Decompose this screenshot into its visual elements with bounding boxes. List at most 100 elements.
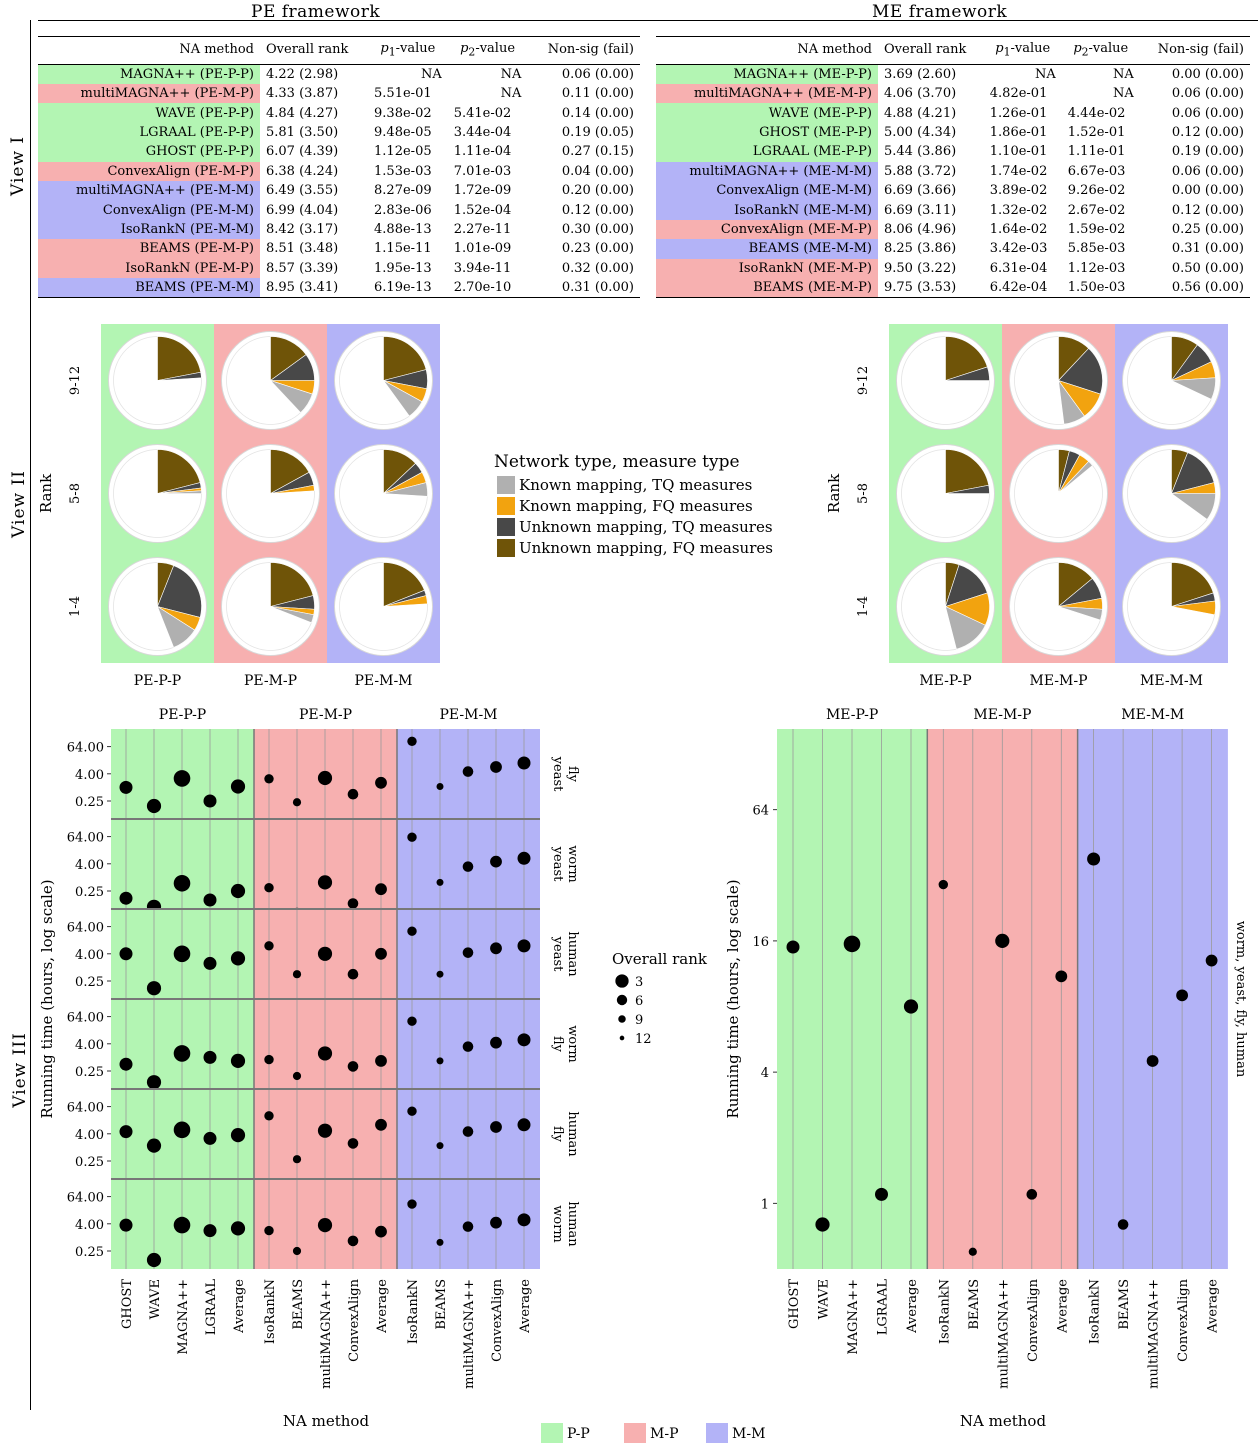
pe-data-point xyxy=(436,1142,444,1150)
pe-data-point xyxy=(317,875,333,890)
overall-rank-cell: 5.44 (3.86) xyxy=(884,144,957,160)
pe-pie-pie-slice xyxy=(383,336,427,381)
nonsig-cell: 0.25 (0.00) xyxy=(1171,221,1244,237)
pe-method-tick-label: Average xyxy=(518,1279,533,1334)
me-method-tick-label: MAGNA++ xyxy=(846,1279,861,1355)
p1-cell: 8.27e-09 xyxy=(374,183,432,199)
col-p1: p1-value xyxy=(983,38,1062,65)
nonsig-cell: 0.50 (0.00) xyxy=(1171,260,1244,276)
method-cell: BEAMS (PE-M-P) xyxy=(38,239,260,259)
pie-legend-swatch xyxy=(497,539,515,557)
method-cell: MAGNA++ (PE-P-P) xyxy=(38,64,260,84)
pe-method-tick-label: Average xyxy=(232,1279,247,1334)
pe-data-point xyxy=(146,1075,162,1090)
pe-data-point xyxy=(203,956,217,970)
me-method-tick-label: Average xyxy=(1206,1279,1221,1334)
me-method-tick-label: BEAMS xyxy=(1117,1279,1132,1330)
p2-cell: 1.72e-09 xyxy=(453,183,512,199)
overall-rank-cell: 8.25 (3.86) xyxy=(884,241,957,257)
me-method-tick-label: ConvexAlign xyxy=(1026,1278,1041,1362)
pe-method-tick-label: ConvexAlign xyxy=(490,1278,505,1362)
me-data-point xyxy=(815,1217,830,1232)
nonsig-cell: 0.11 (0.00) xyxy=(561,86,634,102)
pe-y-tick-label: 64.00 xyxy=(67,1011,104,1026)
me-pie-row-label: 9-12 xyxy=(856,366,871,395)
pe-data-point xyxy=(203,893,217,907)
nonsig-cell: 0.12 (0.00) xyxy=(1171,202,1244,218)
me-data-point xyxy=(1087,852,1101,866)
me-method-tick-label: GHOST xyxy=(787,1279,802,1329)
title-divider xyxy=(38,20,1258,21)
col-p2: p2-value xyxy=(1061,38,1140,65)
me-method-tick-label: LGRAAL xyxy=(876,1279,891,1336)
me-table-row: IsoRankN (ME-M-M) 6.69 (3.11) 1.32e-02 2.67… xyxy=(656,200,1250,220)
overall-rank-cell: 6.07 (4.39) xyxy=(266,144,339,160)
p1-cell: NA xyxy=(1035,66,1056,82)
pe-data-point xyxy=(173,1121,191,1139)
nonsig-cell: 0.12 (0.00) xyxy=(1171,124,1244,140)
pe-data-point xyxy=(230,779,246,794)
me-table-row: GHOST (ME-P-P) 5.00 (4.34) 1.86e-01 1.52e-0… xyxy=(656,122,1250,143)
pe-data-point xyxy=(462,1126,474,1137)
me-table-row: ConvexAlign (ME-M-M) 6.69 (3.66) 3.89e-02 9… xyxy=(656,180,1250,201)
method-cell: ConvexAlign (ME-M-M) xyxy=(656,180,878,201)
me-method-tick-label: ConvexAlign xyxy=(1176,1278,1191,1362)
pe-data-point xyxy=(436,878,444,886)
pe-table-row: BEAMS (PE-M-P) 8.51 (3.48) 1.15e-11 1.01e-0… xyxy=(38,239,640,259)
pe-data-point xyxy=(264,882,274,893)
pe-data-point xyxy=(517,1118,531,1132)
pe-table-row: MAGNA++ (PE-P-P) 4.22 (2.98) NA NA 0.06 (0.0… xyxy=(38,64,640,84)
pe-facet-panel xyxy=(254,819,397,909)
pe-data-point xyxy=(264,1111,274,1121)
pe-data-point xyxy=(173,874,191,892)
pe-method-tick-label: multiMAGNA++ xyxy=(319,1279,334,1389)
pe-method-tick-label: BEAMS xyxy=(434,1279,449,1330)
pe-pie-pie-slice xyxy=(270,380,313,413)
pe-data-point xyxy=(490,1216,502,1229)
method-cell: IsoRankN (ME-M-P) xyxy=(656,258,878,278)
p1-cell: 4.82e-01 xyxy=(989,86,1048,102)
group-legend-swatch xyxy=(624,1423,646,1443)
pe-data-point xyxy=(146,1138,162,1153)
pe-data-point xyxy=(173,1045,191,1062)
overall-rank-cell: 6.99 (4.04) xyxy=(266,202,339,218)
p1-cell: 3.42e-03 xyxy=(989,241,1048,257)
p1-cell: 1.86e-01 xyxy=(989,124,1048,140)
me-pie-column-label: ME-M-P xyxy=(1029,673,1087,689)
pe-data-point xyxy=(317,946,333,961)
me-pie-pie-slice xyxy=(1058,380,1085,425)
pe-table-row: IsoRankN (PE-M-M) 8.42 (3.17) 4.88e-13 2.27… xyxy=(38,219,640,240)
me-pie-row-label: 5-8 xyxy=(856,483,871,504)
overall-rank-cell: 8.51 (3.48) xyxy=(266,241,339,257)
pe-data-point xyxy=(407,1016,417,1026)
pe-table-row: multiMAGNA++ (PE-M-M) 6.49 (3.55) 8.27e-09… xyxy=(38,180,640,201)
pe-pie-pie-slice xyxy=(270,606,315,624)
pe-data-point xyxy=(462,861,474,872)
pe-pie-pie-slice xyxy=(157,336,202,381)
nonsig-cell: 0.32 (0.00) xyxy=(561,260,634,276)
method-cell: IsoRankN (PE-M-M) xyxy=(38,219,260,240)
me-data-point xyxy=(1026,1189,1038,1200)
pe-x-axis-label: NA method xyxy=(283,1412,370,1430)
pe-data-point xyxy=(462,1221,474,1232)
pe-facet-strip-label: fly xyxy=(550,1036,565,1053)
size-legend-dot xyxy=(618,1015,626,1023)
pe-data-point xyxy=(119,947,133,961)
me-y-tick-label: 16 xyxy=(752,935,769,950)
pe-y-tick-label: 0.25 xyxy=(75,1155,104,1170)
pe-pie-pie-slice xyxy=(270,562,314,607)
me-y-tick-label: 64 xyxy=(752,804,769,819)
nonsig-cell: 0.30 (0.00) xyxy=(561,221,634,237)
me-pie-row-label: 1-4 xyxy=(856,596,871,617)
pe-data-point xyxy=(317,1123,333,1138)
me-facet-strip-label: worm, yeast, fly, human xyxy=(1233,921,1248,1078)
nonsig-cell: 0.31 (0.00) xyxy=(561,280,634,296)
pe-data-point xyxy=(490,1121,502,1133)
me-data-point xyxy=(995,933,1010,948)
me-table-row: multiMAGNA++ (ME-M-P) 4.06 (3.70) 4.82e-01… xyxy=(656,83,1250,104)
pe-data-point xyxy=(517,1213,531,1227)
pe-y-tick-label: 0.25 xyxy=(75,885,104,900)
me-method-tick-label: BEAMS xyxy=(967,1279,982,1330)
pe-facet-strip-label: worm xyxy=(550,1205,565,1243)
group-legend-swatch xyxy=(541,1423,563,1443)
